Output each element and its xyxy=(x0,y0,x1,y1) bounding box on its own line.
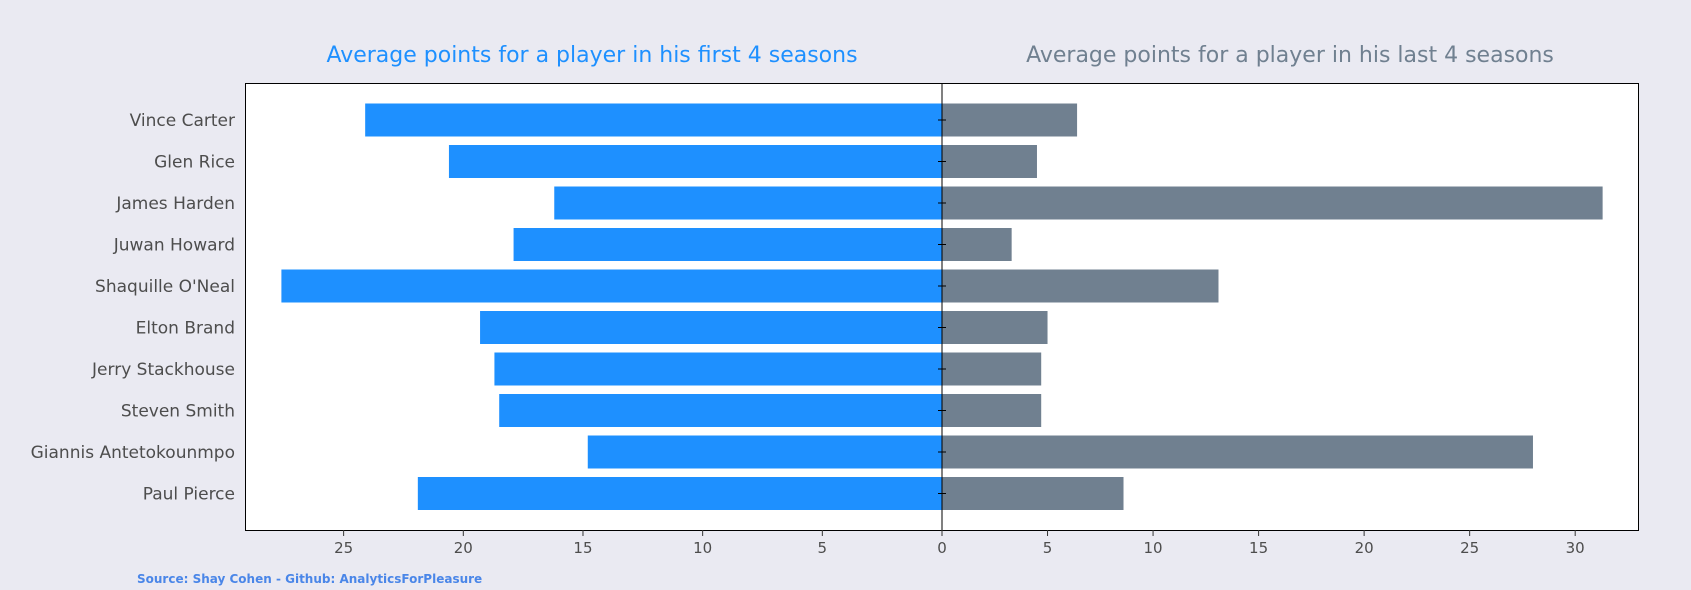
bar-last-4-seasons xyxy=(942,269,1219,303)
x-axis-ticks: 25 20 15 10 5 0 5 10 15 20 25 30 xyxy=(334,530,1585,557)
bar-first-4-seasons xyxy=(554,186,942,220)
category-label: Giannis Antetokounmpo xyxy=(31,443,235,463)
bar-first-4-seasons xyxy=(281,269,942,303)
x-tick-label-left: 15 xyxy=(573,539,592,557)
right-chart-title: Average points for a player in his last … xyxy=(1026,43,1554,68)
category-label: Shaquille O'Neal xyxy=(95,277,235,297)
x-tick-label-left: 25 xyxy=(334,539,353,557)
bar-last-4-seasons xyxy=(942,186,1603,220)
bar-last-4-seasons xyxy=(942,477,1124,510)
bar-first-4-seasons xyxy=(587,435,942,469)
category-label: Paul Pierce xyxy=(143,485,235,505)
category-label: Elton Brand xyxy=(136,319,235,339)
bar-first-4-seasons xyxy=(494,352,942,386)
bar-last-4-seasons xyxy=(942,394,1042,427)
bar-first-4-seasons xyxy=(417,477,942,510)
left-chart-title: Average points for a player in his first… xyxy=(326,43,857,68)
x-tick-label-left: 10 xyxy=(693,539,712,557)
x-tick-label-left: 5 xyxy=(818,539,828,557)
x-tick-label-left: 0 xyxy=(937,539,947,557)
category-label: Steven Smith xyxy=(121,402,235,422)
bar-last-4-seasons xyxy=(942,103,1078,137)
x-tick-label-left: 20 xyxy=(454,539,473,557)
x-tick-label-right: 20 xyxy=(1355,539,1374,557)
category-label: James Harden xyxy=(115,194,235,214)
x-tick-label-right: 5 xyxy=(1043,539,1053,557)
x-tick-label-right: 25 xyxy=(1460,539,1479,557)
category-labels: Vince Carter Glen Rice James Harden Juwan H… xyxy=(31,111,235,505)
bar-first-4-seasons xyxy=(365,103,942,137)
category-label: Vince Carter xyxy=(130,111,235,131)
bar-last-4-seasons xyxy=(942,435,1533,469)
x-tick-label-right: 10 xyxy=(1144,539,1163,557)
category-label: Jerry Stackhouse xyxy=(91,360,235,380)
bar-first-4-seasons xyxy=(448,145,942,178)
category-label: Glen Rice xyxy=(154,153,235,173)
bar-last-4-seasons xyxy=(942,352,1042,386)
bar-first-4-seasons xyxy=(513,228,942,261)
bar-first-4-seasons xyxy=(499,394,942,427)
bar-last-4-seasons xyxy=(942,228,1012,261)
x-tick-label-right: 30 xyxy=(1566,539,1585,557)
category-label: Juwan Howard xyxy=(113,236,235,256)
bar-last-4-seasons xyxy=(942,311,1048,344)
x-tick-label-right: 15 xyxy=(1249,539,1268,557)
bar-last-4-seasons xyxy=(942,145,1037,178)
source-note: Source: Shay Cohen - Github: AnalyticsFo… xyxy=(137,572,482,586)
bar-first-4-seasons xyxy=(480,311,942,344)
bars-group xyxy=(281,103,1603,510)
